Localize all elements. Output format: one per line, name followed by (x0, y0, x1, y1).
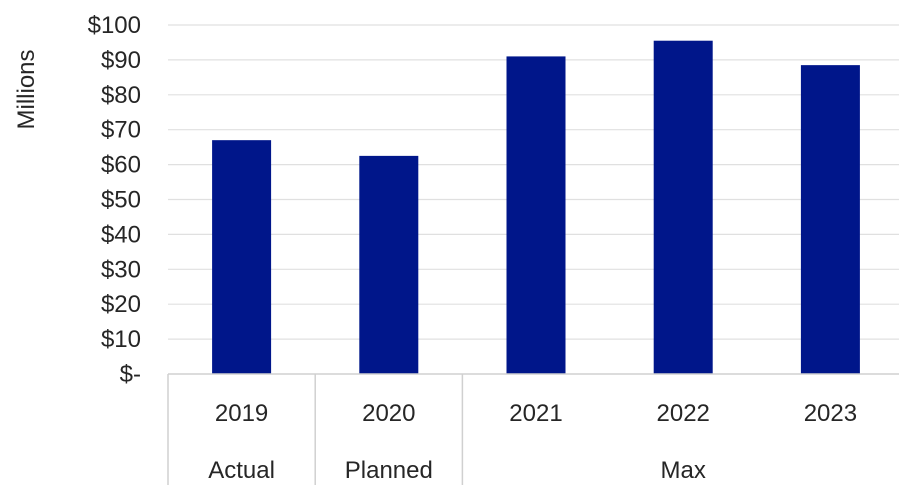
x-tick-label: 2021 (509, 400, 562, 427)
y-axis-ticks: $- $10 $20 $30 $40 $50 $60 $70 $80 $90 $100 (88, 12, 141, 388)
y-tick-label: $- (120, 361, 141, 388)
x-tick-label: 2022 (657, 400, 710, 427)
y-tick-label: $70 (101, 117, 141, 144)
y-tick-label: $20 (101, 291, 141, 318)
bar-2023 (800, 65, 860, 374)
y-tick-label: $90 (101, 47, 141, 74)
y-tick-label: $100 (88, 12, 141, 39)
bars (212, 40, 860, 374)
x-tick-label: 2023 (804, 400, 857, 427)
group-label: Planned (345, 457, 433, 484)
x-tick-label: 2019 (215, 400, 268, 427)
bar-2022 (653, 40, 713, 374)
y-tick-label: $40 (101, 221, 141, 248)
y-tick-label: $60 (101, 152, 141, 179)
x-axis: 2019 2020 2021 2022 2023 Actual Planned Max (167, 373, 899, 485)
bar-2020 (359, 155, 419, 374)
y-tick-label: $30 (101, 256, 141, 283)
bar-2021 (506, 56, 566, 374)
y-tick-label: $80 (101, 82, 141, 109)
y-tick-label: $10 (101, 326, 141, 353)
group-label: Actual (208, 457, 275, 484)
y-axis-label: Millions (13, 49, 40, 129)
bar-2019 (212, 140, 272, 374)
group-label: Max (661, 457, 706, 484)
y-tick-label: $50 (101, 187, 141, 214)
x-tick-label: 2020 (362, 400, 415, 427)
